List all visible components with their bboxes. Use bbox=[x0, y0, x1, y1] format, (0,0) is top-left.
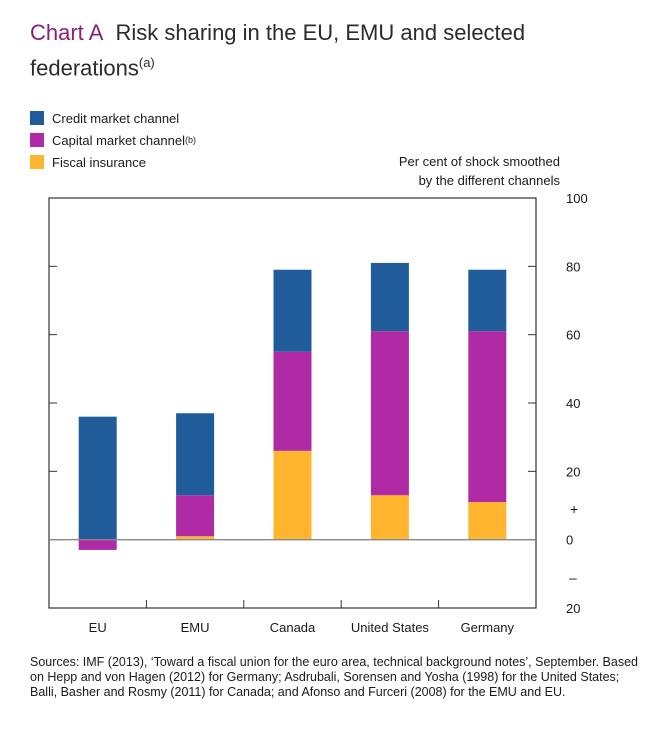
legend-label-fiscal: Fiscal insurance bbox=[52, 154, 146, 170]
legend-footnote-capital: (b) bbox=[184, 135, 196, 145]
minus-sign-marker: – bbox=[569, 569, 577, 585]
stacked-bar-chart: 100 80 60 40 20 0 20 + – EU EMU Canada United States… bbox=[48, 191, 588, 635]
y-tick-label: 0 bbox=[566, 533, 573, 548]
y-tick-label: 20 bbox=[566, 464, 580, 479]
chart-title: Chart A Risk sharing in the EU, EMU and … bbox=[30, 18, 630, 83]
bar-segment bbox=[468, 331, 507, 503]
y-tick-label: 60 bbox=[566, 328, 580, 343]
x-tick-label: EU bbox=[89, 620, 107, 635]
bar-segment bbox=[176, 495, 215, 537]
bar-segment bbox=[176, 413, 215, 496]
legend-swatch-capital bbox=[30, 133, 44, 147]
title-footnote: (a) bbox=[138, 55, 155, 70]
bar-segment bbox=[176, 536, 215, 540]
legend-swatch-fiscal bbox=[30, 155, 44, 169]
legend: Credit market channel Capital market cha… bbox=[30, 107, 196, 173]
y-tick-label: 100 bbox=[566, 191, 588, 206]
chart-tag: Chart A bbox=[30, 20, 104, 45]
bar-segment bbox=[468, 269, 507, 332]
y-tick-label: 80 bbox=[566, 259, 580, 274]
x-tick-label: United States bbox=[351, 620, 430, 635]
legend-swatch-credit bbox=[30, 111, 44, 125]
y-tick-label: 20 bbox=[566, 601, 580, 616]
legend-item-capital: Capital market channel (b) bbox=[30, 129, 196, 151]
bar-segment bbox=[370, 495, 409, 540]
bar-segment bbox=[273, 269, 312, 352]
y-tick-label: 40 bbox=[566, 396, 580, 411]
bar-segment bbox=[78, 539, 117, 550]
bar-segment bbox=[273, 351, 312, 451]
bar-segment bbox=[370, 262, 409, 332]
unit-note-line-1: Per cent of shock smoothed bbox=[398, 154, 560, 169]
chart-title-text: Risk sharing in the EU, EMU and selected… bbox=[30, 20, 526, 81]
unit-note-line-2: by the different channels bbox=[418, 173, 560, 188]
sources-note: Sources: IMF (2013), ‘Toward a fiscal un… bbox=[30, 655, 638, 699]
legend-item-fiscal: Fiscal insurance bbox=[30, 151, 196, 173]
x-tick-label: Canada bbox=[270, 620, 316, 635]
plus-sign-marker: + bbox=[570, 501, 578, 517]
legend-item-credit: Credit market channel bbox=[30, 107, 196, 129]
bar-segment bbox=[370, 331, 409, 496]
x-tick-label: EMU bbox=[181, 620, 210, 635]
legend-label-credit: Credit market channel bbox=[52, 110, 180, 126]
x-tick-label: Germany bbox=[461, 620, 515, 635]
bar-segment bbox=[78, 416, 117, 540]
y-axis-unit-note: Per cent of shock smoothed by the differ… bbox=[300, 152, 560, 190]
bar-segment bbox=[273, 450, 312, 540]
legend-label-capital: Capital market channel bbox=[52, 132, 185, 148]
bar-segment bbox=[468, 502, 507, 540]
